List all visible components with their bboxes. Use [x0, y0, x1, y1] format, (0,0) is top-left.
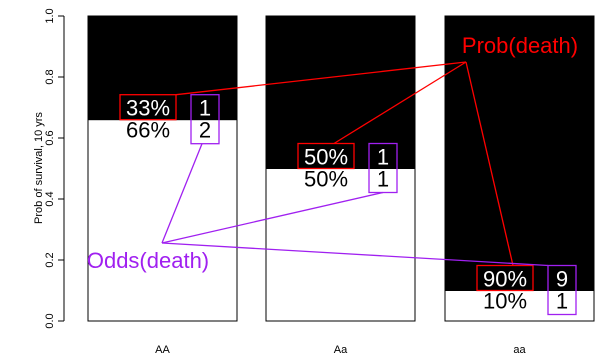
bar-death-AA	[87, 15, 238, 121]
death-percent-label: 33%	[126, 96, 170, 121]
x-tick-label: aa	[513, 344, 526, 356]
prob-death-box	[297, 142, 355, 170]
odds-numerator-label: 1	[199, 96, 211, 121]
prob-death-pointer	[175, 61, 467, 96]
odds-numerator-label: 9	[556, 267, 568, 292]
bar-survival-Aa	[265, 168, 416, 322]
prob-death-annotation: Prob(death)	[462, 33, 578, 58]
survival-percent-label: 50%	[304, 167, 348, 192]
bar-survival-AA	[87, 119, 238, 322]
survival-percent-label: 10%	[483, 289, 527, 314]
bars-group	[87, 15, 595, 322]
odds-box	[190, 94, 220, 145]
odds-box	[547, 264, 577, 316]
prob-death-pointer	[333, 61, 467, 145]
x-tick-label: Aa	[334, 344, 348, 356]
y-tick-label: 0.0	[44, 313, 56, 328]
prob-death-pointer	[465, 61, 514, 266]
odds-death-annotation: Odds(death)	[87, 248, 209, 273]
bar-survival-aa	[444, 290, 595, 322]
y-tick-label: 0.8	[44, 69, 56, 84]
axes-group: AA Aa aa 0.0 0.2 0.4 0.6 0.8 1.0	[44, 8, 526, 356]
prob-death-box	[476, 264, 534, 292]
annotations-group: Prob(death) Odds(death)	[87, 33, 578, 316]
y-tick-label: 1.0	[44, 8, 56, 23]
odds-denominator-label: 1	[556, 289, 568, 314]
odds-death-pointer	[161, 242, 549, 267]
survival-percent-label: 66%	[126, 118, 170, 143]
odds-denominator-label: 1	[377, 167, 389, 192]
y-tick-label: 0.2	[44, 252, 56, 267]
y-tick-label: 0.6	[44, 130, 56, 145]
odds-death-pointer	[161, 143, 203, 244]
bar-death-aa	[444, 15, 595, 291]
x-tick-label: AA	[155, 344, 170, 356]
y-axis-title: Prob of survival, 10 yrs	[33, 112, 45, 224]
prob-death-box	[119, 94, 177, 121]
odds-numerator-label: 1	[377, 145, 389, 170]
death-percent-label: 90%	[483, 267, 527, 292]
odds-death-pointer	[161, 191, 384, 244]
death-percent-label: 50%	[304, 145, 348, 170]
y-tick-label: 0.4	[44, 191, 56, 206]
odds-denominator-label: 2	[199, 118, 211, 143]
